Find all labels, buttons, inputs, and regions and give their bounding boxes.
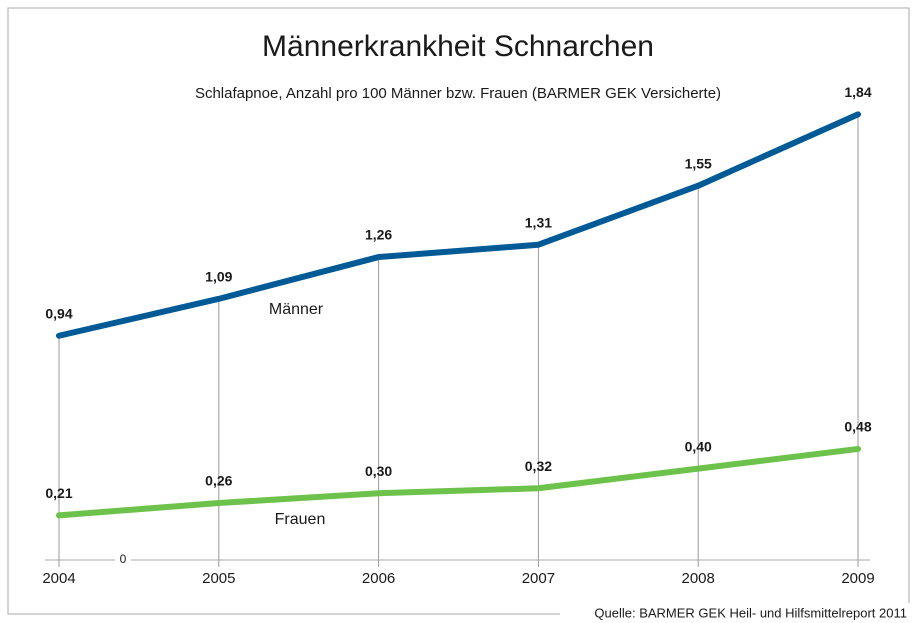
x-tick-label: 2004 <box>42 570 75 587</box>
x-tick-label: 2009 <box>841 570 874 587</box>
chart-title: Männerkrankheit Schnarchen <box>262 30 654 63</box>
series-line <box>56 111 861 339</box>
value-label: 0,21 <box>45 485 72 501</box>
series-label: Männer <box>269 301 324 318</box>
value-label: 0,30 <box>365 463 392 479</box>
chart-subtitle: Schlafapnoe, Anzahl pro 100 Männer bzw. … <box>195 85 721 102</box>
value-label: 1,31 <box>525 214 552 230</box>
value-label: 1,09 <box>205 269 232 285</box>
value-label: 0,94 <box>45 305 72 321</box>
series-line <box>56 445 861 519</box>
y-tick-label: 0 <box>120 552 127 566</box>
x-tick-label: 2007 <box>522 570 555 587</box>
x-tick-label: 2006 <box>362 570 395 587</box>
x-tick-label: 2008 <box>682 570 715 587</box>
x-tick-label: 2005 <box>202 570 235 587</box>
source: Quelle: BARMER GEK Heil- und Hilfsmittel… <box>594 605 907 620</box>
value-label: 1,55 <box>685 155 712 171</box>
value-label: 0,40 <box>685 438 712 454</box>
value-label: 0,48 <box>844 419 871 435</box>
value-label: 0,32 <box>525 458 552 474</box>
value-label: 1,84 <box>844 84 871 100</box>
value-label: 1,26 <box>365 227 392 243</box>
frame <box>7 7 910 615</box>
value-label: 0,26 <box>205 473 232 489</box>
series-label: Frauen <box>275 511 326 528</box>
